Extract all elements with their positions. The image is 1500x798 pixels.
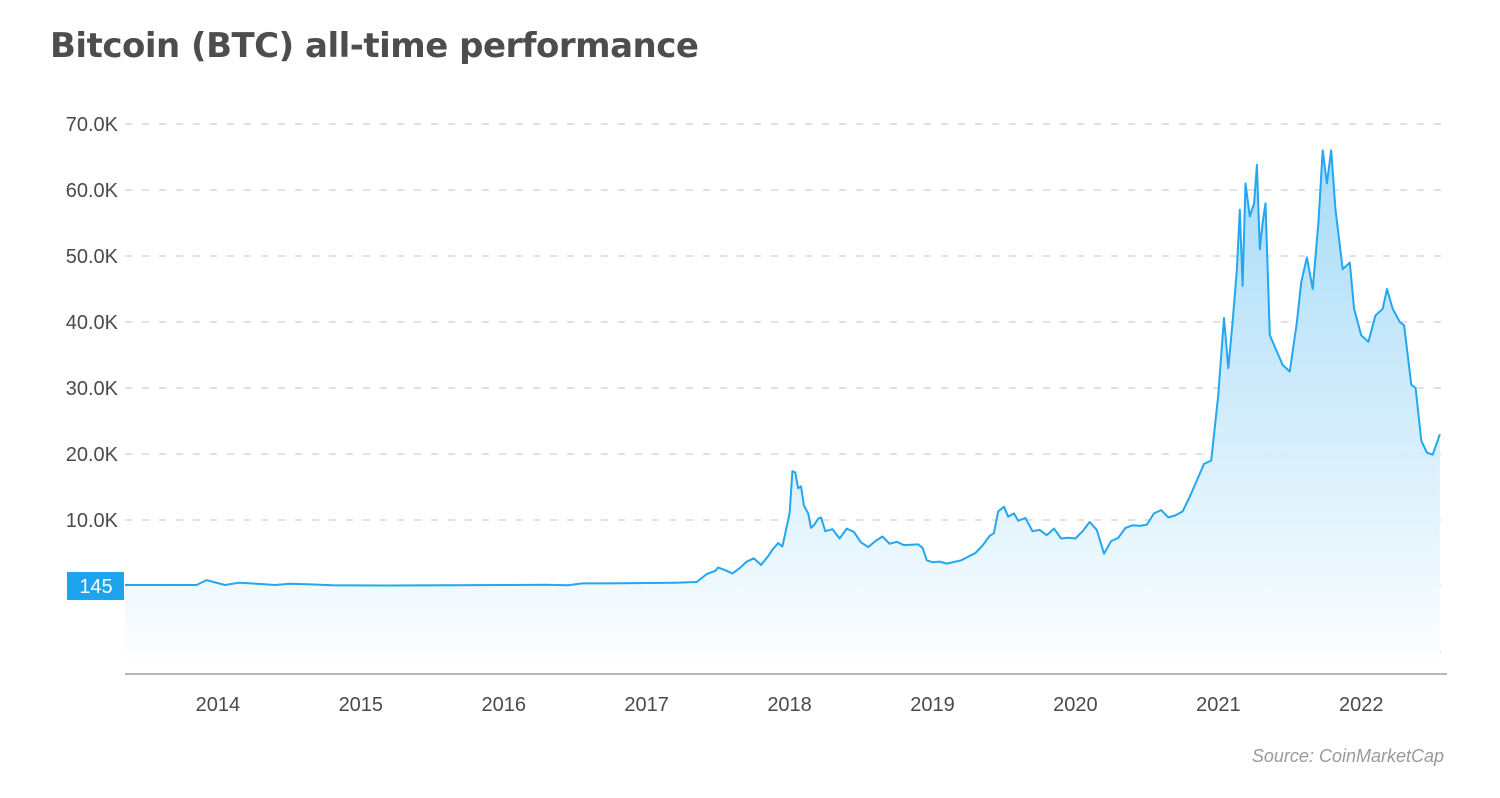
callout-value: 145 [79, 576, 112, 598]
x-tick-label: 2018 [767, 694, 812, 716]
y-tick-label: 70.0K [66, 114, 119, 136]
y-tick-label: 30.0K [66, 378, 119, 400]
source-note: Source: CoinMarketCap [1251, 746, 1444, 766]
price-line [125, 149, 1441, 587]
y-tick-label: 20.0K [66, 444, 119, 466]
x-tick-label: 2014 [196, 694, 241, 716]
chart-title: Bitcoin (BTC) all-time performance [50, 26, 699, 66]
x-tick-label: 2020 [1053, 694, 1098, 716]
x-tick-label: 2022 [1339, 694, 1384, 716]
price-area [125, 149, 1441, 672]
x-tick-label: 2015 [339, 694, 384, 716]
callout-badge [67, 572, 124, 601]
x-tick-label: 2021 [1196, 694, 1241, 716]
y-tick-label: 60.0K [66, 180, 119, 202]
x-tick-label: 2019 [910, 694, 955, 716]
price-area-fill [125, 150, 1440, 672]
y-tick-label: 40.0K [66, 312, 119, 334]
x-tick-label: 2016 [481, 694, 526, 716]
y-tick-label: 10.0K [66, 510, 119, 532]
current-value-callout: 145 [67, 572, 124, 601]
x-tick-label: 2017 [624, 694, 669, 716]
y-tick-label: 50.0K [66, 246, 119, 268]
x-axis-ticks: 2014 2015 2016 2017 2018 2019 2020 2021 2022 [196, 694, 1384, 716]
y-axis-ticks: 70.0K 60.0K 50.0K 40.0K 30.0K 20.0K 10.0K [66, 114, 119, 532]
